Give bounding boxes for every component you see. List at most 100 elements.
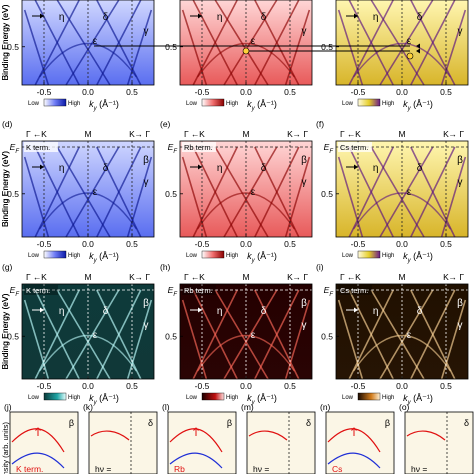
band-label-gamma: γ <box>144 177 149 188</box>
term-label-box <box>338 285 372 295</box>
edc-label: hν = <box>253 464 269 474</box>
x-axis-label: ky (Å⁻¹) <box>403 251 433 264</box>
top-axis-m: M <box>398 272 405 282</box>
edc-panel-1: (j) β K term. <box>4 402 79 474</box>
edc-band-label: β <box>69 418 74 428</box>
band-curve <box>39 335 137 372</box>
top-axis-k-left: K <box>199 129 205 139</box>
band-label-eta: η <box>373 306 379 317</box>
edc-panel-6: (o) δ hν = <box>399 402 474 474</box>
edc-frame <box>246 411 316 474</box>
band-line <box>181 156 208 238</box>
top-axis-m: M <box>84 129 91 139</box>
band-line <box>181 9 208 86</box>
band-label-epsilon: ε <box>407 330 412 341</box>
band-label-gamma: γ <box>302 177 307 188</box>
band-label-gamma: γ <box>458 320 463 331</box>
x-tick-label: -0.5 <box>37 381 52 391</box>
band-line <box>23 299 50 380</box>
x-axis-unit: (Å⁻¹) <box>411 99 433 109</box>
legend-high-label: High <box>68 101 80 107</box>
band-label-delta: δ <box>261 306 267 317</box>
marker-dot <box>242 47 250 55</box>
legend-low-label: Low <box>28 395 40 401</box>
band-line <box>379 146 434 238</box>
edc-panel-4: (m) δ hν = <box>241 402 316 474</box>
x-tick-label: 0.5 <box>440 239 452 249</box>
x-tick-label: 0.0 <box>240 87 252 97</box>
x-axis-subscript: y <box>407 258 412 264</box>
legend-high-label: High <box>226 101 238 107</box>
edc-band-label: δ <box>464 418 469 428</box>
y-tick-label: 0.5 <box>7 331 19 341</box>
top-axis-gamma-right: → Γ <box>134 129 150 139</box>
band-label-eta: η <box>59 306 65 317</box>
legend-low-label: Low <box>342 101 354 107</box>
marker-dot <box>406 52 414 60</box>
band-line <box>214 289 269 380</box>
top-axis-k-left: K <box>355 272 361 282</box>
band-label-epsilon: ε <box>251 187 256 198</box>
edc-band-label: β <box>385 418 390 428</box>
band-label-delta: δ <box>261 163 267 174</box>
band-line <box>96 146 142 238</box>
band-line <box>284 156 311 238</box>
x-tick-label: 0.5 <box>126 381 138 391</box>
band-curve <box>39 42 137 78</box>
x-axis-label: ky (Å⁻¹) <box>89 99 119 112</box>
top-axis-gamma-right: → Γ <box>448 129 464 139</box>
panel-letter: (f) <box>316 119 324 129</box>
x-tick-label: 0.0 <box>82 381 94 391</box>
panel-letter: (m) <box>241 402 254 412</box>
y-axis-label: Binding Energy (eV) <box>0 151 10 227</box>
ef-subscript: F <box>15 149 19 155</box>
band-line <box>410 146 456 238</box>
top-axis-k-left: K <box>199 272 205 282</box>
termination-label: K term. <box>26 286 50 295</box>
panel-letter: (e) <box>160 119 171 129</box>
band-line <box>96 0 142 86</box>
arrow-up-icon <box>351 427 357 436</box>
band-line <box>348 146 394 238</box>
y-axis-label: Binding Energy (eV) <box>0 151 10 227</box>
band-line <box>223 289 278 380</box>
ef-subscript: F <box>173 149 177 155</box>
term-label-box <box>24 142 58 152</box>
band-label-epsilon: ε <box>407 36 412 47</box>
legend-colorbar <box>43 392 67 401</box>
x-axis-subscript: y <box>93 258 98 264</box>
band-line <box>126 299 153 380</box>
legend-high-label: High <box>382 253 394 259</box>
top-axis-gamma-right: → Γ <box>448 272 464 282</box>
band-label-delta: δ <box>417 12 423 23</box>
y-tick-label: 0.5 <box>321 331 333 341</box>
arrow-head-icon <box>40 164 44 170</box>
top-axis-k-right: K <box>287 272 293 282</box>
top-axis-m: M <box>242 272 249 282</box>
band-label-epsilon: ε <box>93 330 98 341</box>
panel-letter: (n) <box>320 402 331 412</box>
arrow-head-icon <box>354 164 358 170</box>
band-line <box>65 289 120 380</box>
y-tick-label: 0.5 <box>165 189 177 199</box>
band-line <box>56 146 111 238</box>
edc-panel-2: (k) δ hν = <box>83 402 158 474</box>
y-axis-label: Binding Energy (eV) <box>0 293 10 369</box>
legend-low-label: Low <box>186 253 198 259</box>
band-line <box>284 299 311 380</box>
edc-band-label: β <box>227 418 232 428</box>
y-axis-label: Binding Energy (eV) <box>0 293 10 369</box>
edc-curve-red <box>248 430 288 441</box>
x-axis-label: ky (Å⁻¹) <box>403 99 433 112</box>
arrow-icon <box>416 48 420 54</box>
x-tick-label: 0.5 <box>440 87 452 97</box>
x-axis-subscript: y <box>251 400 256 406</box>
band-label-epsilon: ε <box>93 187 98 198</box>
band-line <box>410 289 456 380</box>
band-label-delta: δ <box>417 306 423 317</box>
legend-low-label: Low <box>28 253 40 259</box>
edc-curve-blue <box>169 452 223 469</box>
band-label-epsilon: ε <box>407 187 412 198</box>
